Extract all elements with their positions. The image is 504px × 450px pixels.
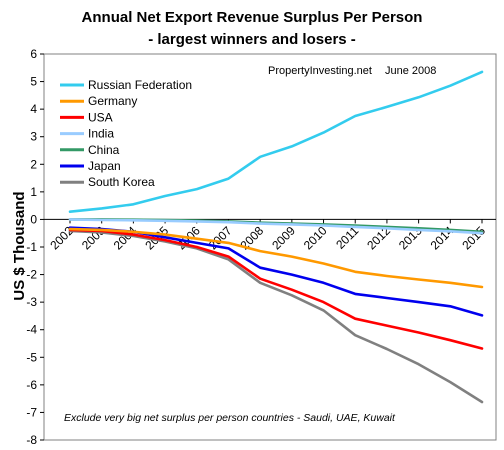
legend: Russian Federation Germany USA India China Ja… [60, 78, 192, 189]
series-line-germany [68, 227, 484, 289]
y-tick-label: 6 [30, 47, 37, 61]
plot-area [43, 53, 497, 441]
chart-subtitle: - largest winners and losers - [148, 31, 356, 48]
series-line-usa [68, 228, 484, 350]
series-group [68, 70, 484, 404]
series-line-india [68, 218, 484, 235]
legend-label: USA [88, 110, 113, 124]
y-axis: 6 5 4 3 2 1 0 -1 -2 -3 -4 -5 -6 -7 -8 [26, 47, 44, 447]
exclusion-note: Exclude very big net surplus per person … [64, 412, 396, 424]
y-tick-label: -2 [26, 268, 37, 282]
y-tick-label: -3 [26, 295, 37, 309]
legend-label: India [88, 127, 114, 141]
y-tick-label: -7 [26, 405, 37, 419]
legend-label: Germany [88, 94, 137, 108]
legend-label: Russian Federation [88, 78, 192, 92]
y-tick-label: -6 [26, 378, 37, 392]
y-tick-label: 1 [30, 185, 37, 199]
source-annotation: PropertyInvesting.net [268, 65, 372, 77]
series-line-russian-federation [68, 70, 484, 213]
y-tick-label: 3 [30, 130, 37, 144]
y-tick-label: 0 [30, 212, 37, 226]
y-axis-label: US $ Thousand [11, 191, 28, 300]
y-tick-label: -8 [26, 433, 37, 447]
y-tick-label: -4 [26, 323, 37, 337]
chart-title: Annual Net Export Revenue Surplus Per Pe… [82, 9, 423, 26]
y-tick-label: 2 [30, 157, 37, 171]
y-tick-label: 5 [30, 75, 37, 89]
legend-label: Japan [88, 159, 121, 173]
y-tick-label: -1 [26, 240, 37, 254]
legend-label: China [88, 143, 120, 157]
y-tick-label: -5 [26, 350, 37, 364]
y-tick-label: 4 [30, 102, 37, 116]
series-line-south-korea [68, 229, 484, 404]
date-annotation: June 2008 [385, 65, 436, 77]
legend-label: South Korea [88, 175, 155, 189]
